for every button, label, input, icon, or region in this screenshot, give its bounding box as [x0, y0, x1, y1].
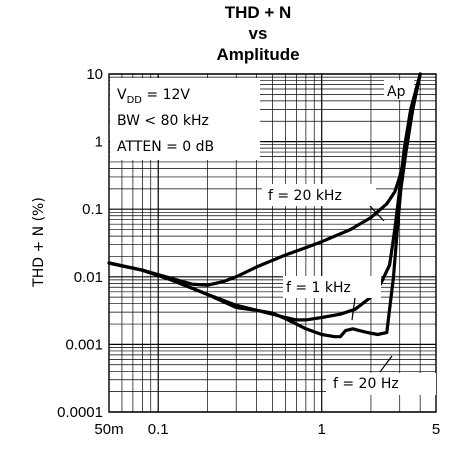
x-tick-label: 50m: [94, 421, 123, 438]
series-label-1khz: f = 1 kHz: [286, 280, 351, 296]
leader-1khz: [351, 297, 356, 321]
x-tick-label: 1: [318, 421, 326, 438]
chart-title: THD + N: [225, 3, 292, 22]
condition-atten: ATTEN = 0 dB: [117, 139, 214, 155]
series-label-20khz: f = 20 kHz: [268, 188, 342, 204]
series-labels: f = 20 kHz f = 1 kHz f = 20 Hz: [262, 184, 436, 395]
y-tick-label: 0.001: [65, 336, 103, 353]
y-tick-label: 10: [86, 66, 103, 83]
y-axis-label: THD + N (%): [31, 197, 47, 288]
condition-vdd: VDD = 12V: [117, 87, 190, 106]
label-20hz-background: [326, 373, 436, 395]
series-label-20hz: f = 20 Hz: [333, 376, 399, 392]
x-tick-label: 0.1: [148, 421, 169, 438]
chart-title-line3: Amplitude: [216, 45, 299, 64]
grid: [108, 73, 437, 413]
badge-background: [384, 80, 414, 100]
label-1khz-background: [283, 276, 381, 298]
y-tick-label: 1: [95, 134, 103, 151]
label-20khz-background: [262, 184, 376, 206]
leader-20khz: [369, 205, 385, 222]
y-tick-label: 0.01: [74, 269, 103, 286]
series-group: [107, 72, 422, 339]
chart-title-line2: vs: [249, 24, 268, 43]
x-tick-label: 5: [432, 421, 440, 438]
y-tick-label: 0.1: [82, 201, 103, 218]
series-line-2: [107, 72, 422, 339]
leader-20hz: [379, 355, 393, 373]
y-tick-label: 0.0001: [57, 404, 103, 421]
badge-ap: Ap: [387, 84, 406, 100]
plot-frame: [108, 73, 437, 413]
conditions-box: VDD = 12V BW < 80 kHz ATTEN = 0 dB: [110, 78, 260, 160]
conditions-background: [110, 78, 260, 160]
condition-bw: BW < 80 kHz: [117, 113, 209, 129]
